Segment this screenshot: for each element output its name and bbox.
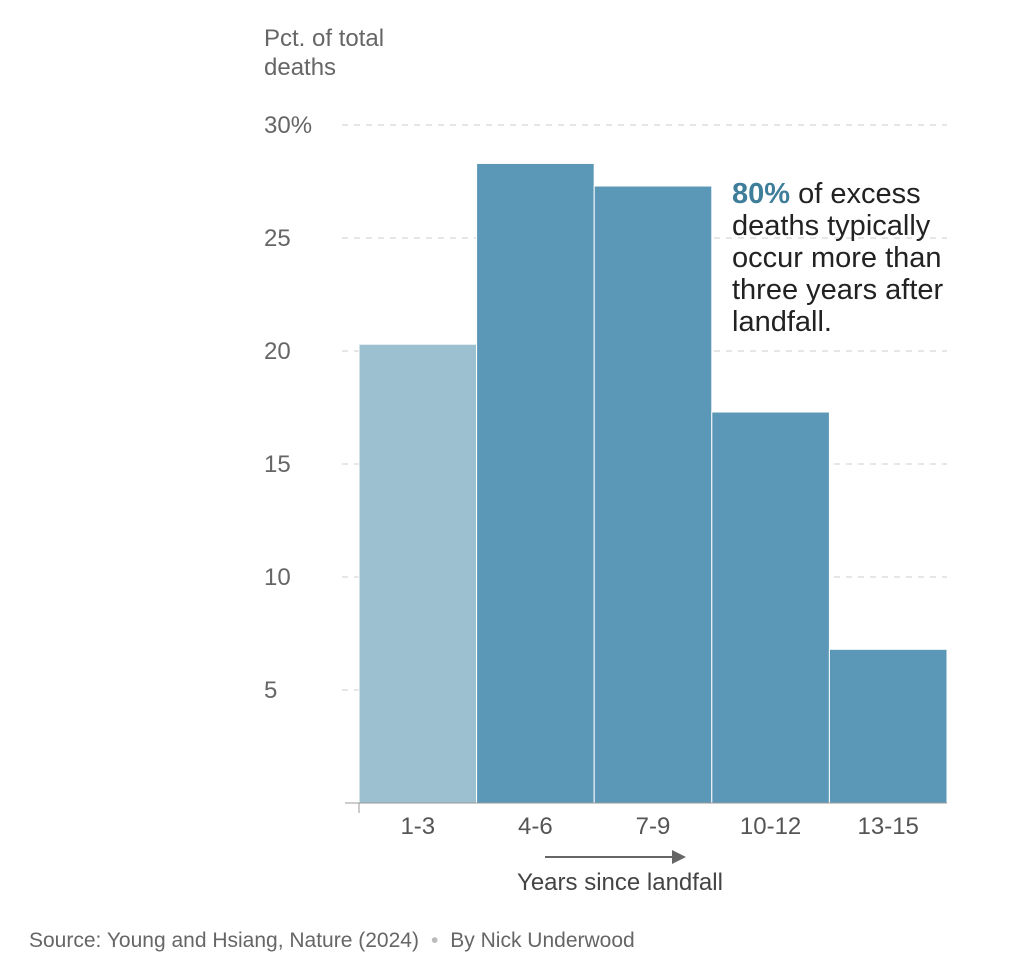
y-axis-labels: 5 10 15 20 25 30% xyxy=(264,112,312,704)
source-text: Source: Young and Hsiang, Nature (2024) xyxy=(29,929,419,952)
y-axis-title-line2: deaths xyxy=(264,54,336,81)
footer: Source: Young and Hsiang, Nature (2024) •… xyxy=(29,929,635,953)
y-tick-label: 10 xyxy=(264,564,291,591)
x-axis-labels: 1-3 4-6 7-9 10-12 13-15 xyxy=(400,813,918,840)
bar-10-12 xyxy=(711,411,830,804)
annotation-line-1: 80% of excess xyxy=(732,178,921,210)
annotation-line-5: landfall. xyxy=(732,306,832,338)
annotation: 80% of excess deaths typically occur mor… xyxy=(732,178,943,338)
bar-1-3 xyxy=(358,343,478,804)
x-tick-label: 4-6 xyxy=(518,813,553,840)
x-tick-label: 13-15 xyxy=(858,813,919,840)
y-tick-label: 15 xyxy=(264,451,291,478)
x-axis-title: Years since landfall xyxy=(517,869,723,896)
bar-chart: 5 10 15 20 25 30% Pct. of total deaths 1-3 4-6… xyxy=(264,25,948,896)
y-tick-label: 30% xyxy=(264,112,312,139)
y-tick-label: 5 xyxy=(264,677,277,704)
x-tick-label: 10-12 xyxy=(740,813,801,840)
arrow-right-icon xyxy=(672,850,686,864)
footer-separator: • xyxy=(430,929,439,952)
x-tick-label: 1-3 xyxy=(400,813,435,840)
x-tick-label: 7-9 xyxy=(636,813,671,840)
y-tick-label: 20 xyxy=(264,338,291,365)
y-tick-label: 25 xyxy=(264,225,291,252)
annotation-highlight: 80% xyxy=(732,178,790,210)
annotation-line-4: three years after xyxy=(732,274,943,306)
bar-13-15 xyxy=(828,648,948,804)
y-axis-title-line1: Pct. of total xyxy=(264,25,384,52)
annotation-text-1: of excess xyxy=(790,178,921,210)
bars xyxy=(358,162,948,804)
bar-4-6 xyxy=(476,162,595,804)
bar-7-9 xyxy=(593,185,713,804)
annotation-line-3: occur more than xyxy=(732,242,942,274)
byline-text: By Nick Underwood xyxy=(450,929,635,952)
annotation-line-2: deaths typically xyxy=(732,210,931,242)
